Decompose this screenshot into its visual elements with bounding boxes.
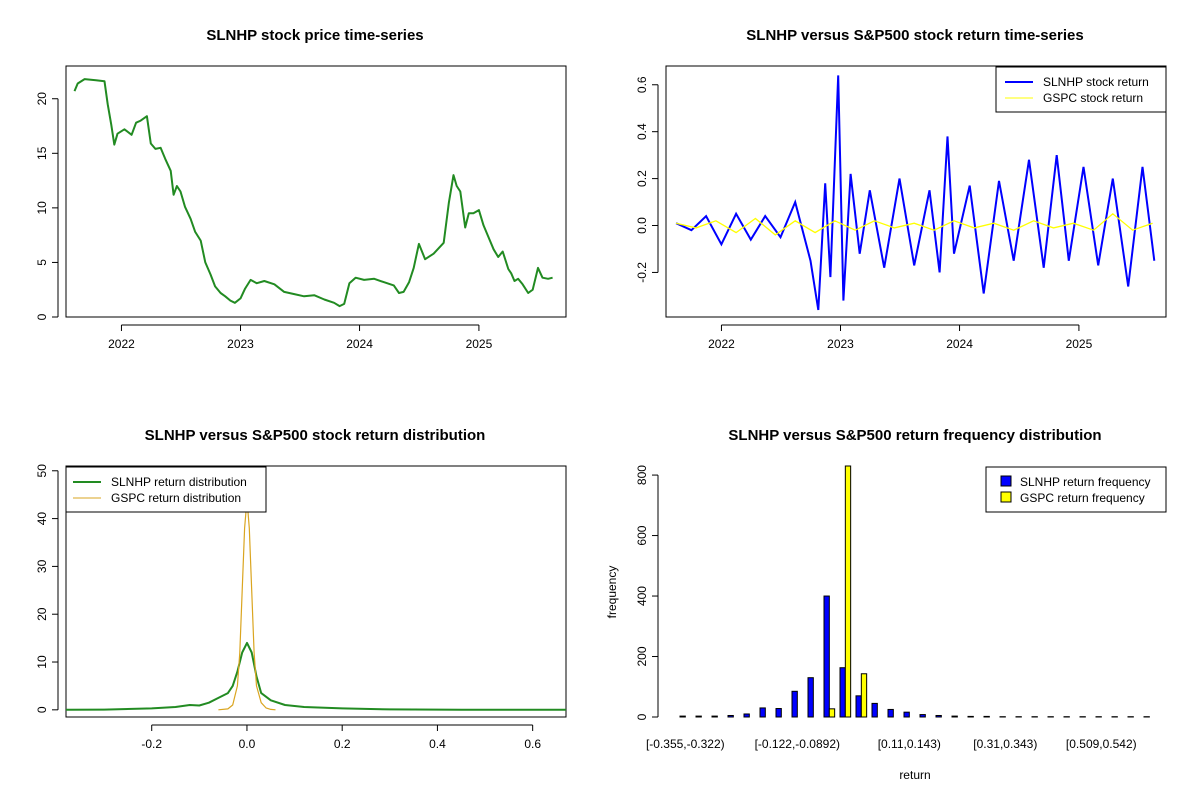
frequency-category-label: [0.11,0.143): [878, 737, 941, 751]
price-chart-title: SLNHP stock price time-series: [206, 27, 423, 44]
frequency-chart-panel: SLNHP versus S&P500 return frequency dis…: [605, 427, 1167, 782]
slnhp-frequency-bar: [871, 702, 878, 718]
legend-label-gspc-return: GSPC stock return: [1043, 91, 1143, 105]
frequency-legend: SLNHP return frequency GSPC return frequ…: [985, 466, 1167, 513]
slnhp-frequency-bar: [775, 708, 782, 718]
price-y-tick-label: 20: [35, 92, 49, 106]
slnhp-frequency-bar: [919, 714, 926, 718]
slnhp-frequency-bar: [903, 711, 910, 718]
legend-swatch-gspc-frequency: [1000, 491, 1012, 503]
density-x-tick-label: -0.2: [141, 737, 162, 751]
density-x-tick-label: 0.6: [524, 737, 541, 751]
returns-x-tick-label: 2025: [1066, 337, 1093, 351]
returns-x-tick-label: 2023: [827, 337, 854, 351]
price-chart-panel: SLNHP stock price time-series 2022 2023 20…: [35, 27, 567, 351]
frequency-category-label: [-0.355,-0.322): [646, 737, 725, 751]
density-y-tick-label: 0: [35, 706, 49, 713]
slnhp-frequency-bar: [983, 715, 990, 718]
frequency-category-label: [0.31,0.343): [973, 737, 1037, 751]
slnhp-frequency-bar: [743, 713, 750, 718]
slnhp-frequency-bar: [887, 708, 894, 718]
density-x-tick-label: 0.4: [429, 737, 446, 751]
price-y-tick-label: 5: [35, 259, 49, 266]
density-legend: SLNHP return distribution GSPC return di…: [65, 466, 267, 513]
slnhp-frequency-bar: [711, 715, 718, 718]
density-plot-frame: [65, 465, 567, 718]
density-y-tick-label: 10: [35, 655, 49, 669]
price-y-tick-label: 10: [35, 201, 49, 215]
slnhp-frequency-bar: [967, 715, 974, 718]
gspc-frequency-bar: [828, 708, 836, 718]
legend-label-slnhp-distribution: SLNHP return distribution: [111, 475, 247, 489]
returns-chart-title: SLNHP versus S&P500 stock return time-se…: [746, 27, 1083, 44]
density-y-tick-label: 40: [35, 512, 49, 526]
slnhp-frequency-bar: [855, 695, 862, 718]
price-x-tick-label: 2024: [346, 337, 373, 351]
returns-y-tick-label: 0.2: [635, 170, 649, 187]
legend-swatch-slnhp-frequency: [1000, 475, 1012, 487]
returns-x-tick-label: 2022: [708, 337, 735, 351]
slnhp-frequency-bar: [839, 667, 846, 718]
returns-x-tick-label: 2024: [946, 337, 973, 351]
slnhp-frequency-bar: [695, 715, 702, 718]
returns-y-tick-label: 0.0: [635, 217, 649, 234]
frequency-category-label: [0.509,0.542): [1066, 737, 1137, 751]
frequency-y-tick-label: 400: [635, 586, 649, 606]
frequency-y-tick-label: 0: [635, 713, 649, 720]
density-x-tick-label: 0.2: [334, 737, 351, 751]
gspc-return-series-line: [675, 212, 1153, 236]
legend-label-gspc-distribution: GSPC return distribution: [111, 491, 241, 505]
slnhp-frequency-bar: [759, 707, 766, 718]
price-x-tick-label: 2023: [227, 337, 254, 351]
returns-plot-frame: [665, 65, 1167, 318]
returns-chart-panel: SLNHP versus S&P500 stock return time-se…: [635, 27, 1167, 351]
returns-y-tick-label: 0.4: [635, 123, 649, 140]
frequency-y-tick-label: 800: [635, 465, 649, 485]
frequency-chart-title: SLNHP versus S&P500 return frequency dis…: [728, 427, 1101, 444]
price-y-tick-label: 15: [35, 146, 49, 160]
frequency-category-label: [-0.122,-0.0892): [755, 737, 840, 751]
gspc-distribution-line: [218, 498, 276, 711]
price-x-tick-label: 2022: [108, 337, 135, 351]
density-y-tick-label: 20: [35, 607, 49, 621]
slnhp-frequency-bar: [823, 595, 830, 718]
density-chart-title: SLNHP versus S&P500 stock return distrib…: [145, 427, 486, 444]
price-y-tick-label: 0: [35, 313, 49, 320]
frequency-x-axis-label: return: [899, 768, 930, 782]
slnhp-frequency-bar: [791, 690, 798, 718]
returns-y-tick-label: 0.6: [635, 76, 649, 93]
frequency-y-tick-label: 600: [635, 525, 649, 545]
price-plot-frame: [65, 65, 567, 318]
gspc-frequency-bar: [860, 673, 868, 718]
slnhp-distribution-line: [65, 641, 567, 711]
slnhp-frequency-bar: [727, 714, 734, 718]
density-x-tick-label: 0.0: [239, 737, 256, 751]
slnhp-frequency-bar: [807, 677, 814, 718]
legend-label-slnhp-return: SLNHP stock return: [1043, 75, 1149, 89]
price-x-tick-label: 2025: [466, 337, 493, 351]
frequency-y-axis-label: frequency: [605, 566, 619, 619]
gspc-frequency-bar: [844, 465, 852, 718]
price-series-line: [73, 78, 553, 308]
slnhp-frequency-bar: [679, 715, 686, 718]
density-y-tick-label: 30: [35, 559, 49, 573]
slnhp-frequency-bar: [951, 715, 958, 718]
returns-y-tick-label: -0.2: [635, 262, 649, 283]
legend-label-slnhp-frequency: SLNHP return frequency: [1020, 475, 1151, 489]
frequency-y-tick-label: 200: [635, 646, 649, 666]
legend-label-gspc-frequency: GSPC return frequency: [1020, 491, 1145, 505]
slnhp-frequency-bar: [935, 714, 942, 718]
density-chart-panel: SLNHP versus S&P500 stock return distrib…: [35, 427, 567, 751]
density-y-tick-label: 50: [35, 464, 49, 478]
returns-legend: SLNHP stock return GSPC stock return: [995, 66, 1167, 113]
